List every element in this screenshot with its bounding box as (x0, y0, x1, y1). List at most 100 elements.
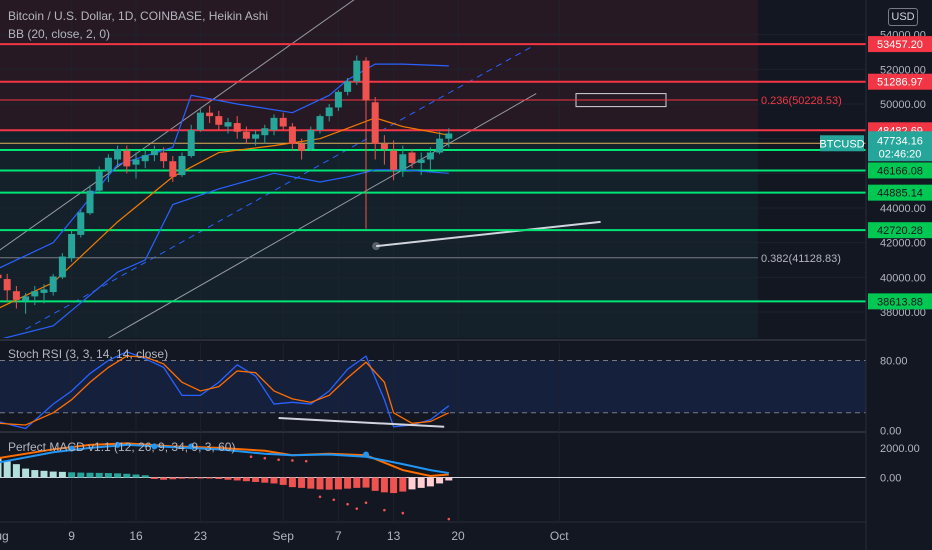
macd-histogram-bar (22, 468, 30, 478)
macd-histogram-bar (31, 470, 39, 478)
price-tick-label: 44000.00 (880, 203, 926, 215)
macd-histogram-bar (40, 470, 48, 478)
candle (31, 291, 39, 297)
level-price-tag-bg (868, 184, 932, 201)
macd-histogram-bar (123, 473, 131, 478)
level-price-tag-bg (868, 162, 932, 179)
channel-lower-line (108, 93, 537, 338)
macd-dot (364, 501, 368, 505)
candle (325, 107, 333, 117)
macd-cross-marker (151, 443, 158, 450)
candle (196, 112, 204, 130)
level-price-tag-bg (868, 36, 932, 53)
bb-indicator-label: BB (20, close, 2, 0) (8, 27, 111, 41)
candle (12, 291, 20, 300)
price-tick-label: 52000.00 (880, 64, 926, 76)
stoch-rsi-pane[interactable] (0, 351, 866, 430)
channel-upper-line (0, 0, 355, 251)
stoch-d-line (0, 355, 450, 426)
support-zone (0, 130, 758, 338)
macd-dot (332, 498, 336, 502)
macd-pane[interactable] (0, 441, 866, 521)
macd-histogram-bar (344, 477, 352, 489)
price-countdown: 02:46:20 (879, 148, 922, 160)
macd-dot (447, 517, 451, 521)
candle (242, 131, 250, 139)
fib-label: 0.236(50228.53) (761, 95, 842, 107)
bb-upper-band (0, 63, 449, 269)
candle (141, 155, 149, 162)
macd-histogram-bar (178, 477, 186, 479)
candle (40, 289, 48, 293)
candle (252, 134, 260, 139)
candle (298, 143, 306, 151)
macd-histogram-bar (187, 477, 195, 479)
macd-dot (291, 459, 294, 462)
candle (160, 152, 168, 162)
candle (270, 117, 278, 130)
macd-histogram-bar (307, 477, 315, 489)
macd-label: Perfect MACD v1.1 (12, 26, 9, 34, 9, 3, … (8, 440, 236, 454)
candle (58, 256, 66, 278)
macd-histogram-bar (353, 477, 361, 488)
time-axis[interactable]: Aug 9 16 23 Sep 7 13 20 Oct (0, 529, 569, 543)
macd-histogram-bar (196, 477, 204, 479)
candle (316, 116, 324, 130)
macd-histogram-bar (77, 472, 85, 478)
divergence-line (376, 220, 601, 248)
price-pane[interactable]: 0.236(50228.53) 0.382(41128.83) BTCUSD (0, 0, 866, 340)
candle (169, 161, 177, 177)
macd-dot (263, 456, 267, 460)
macd-histogram-bar (252, 477, 260, 482)
macd-dot (355, 507, 359, 510)
currency-button[interactable]: USD (888, 8, 918, 26)
macd-histogram-bar (242, 477, 250, 482)
macd-histogram-bar (270, 477, 278, 484)
macd-histogram-bar (95, 472, 103, 478)
candle (261, 128, 269, 136)
candle (344, 81, 352, 92)
macd-dot (318, 495, 322, 499)
level-price-tag-bg (868, 222, 932, 239)
candle (68, 234, 76, 259)
stoch-tick-label: 80.00 (880, 355, 908, 367)
macd-histogram-bar (426, 477, 434, 487)
macd-dot (401, 511, 405, 515)
candle (390, 150, 398, 170)
candle (445, 133, 453, 139)
candle (215, 116, 223, 125)
level-price-tag-bg (868, 73, 932, 90)
chart-title: Bitcoin / U.S. Dollar, 1D, COINBASE, Hei… (8, 9, 269, 23)
macd-histogram-bar (3, 461, 11, 478)
stoch-band-fill (0, 360, 866, 413)
axis-background (866, 0, 932, 550)
resistance-zone (0, 0, 758, 131)
macd-dot (304, 459, 308, 463)
time-tick-label: 9 (68, 529, 75, 543)
candle (307, 130, 315, 150)
macd-histogram-bar (169, 477, 177, 480)
macd-histogram-bar (206, 477, 214, 479)
time-tick-label: 20 (451, 529, 465, 543)
macd-cross-marker (188, 443, 195, 450)
macd-histogram-bar (408, 477, 416, 490)
candle (3, 279, 11, 291)
macd-tick-label: 0.00 (880, 473, 901, 485)
macd-histogram-bar (261, 477, 269, 483)
level-price-tag: 46166.08 (877, 165, 923, 177)
macd-dot (249, 455, 253, 459)
candle (334, 91, 342, 108)
candle (380, 143, 388, 150)
macd-histogram-bar (141, 475, 149, 478)
bb-lower-band (2, 169, 449, 338)
candle (114, 149, 122, 160)
macd-histogram-bar (399, 477, 407, 492)
candle (206, 112, 214, 117)
candle (399, 154, 407, 170)
price-axis[interactable]: 38000.0040000.0042000.0044000.0046000.00… (865, 0, 932, 550)
macd-histogram-bar (58, 471, 66, 478)
candle (371, 102, 379, 144)
